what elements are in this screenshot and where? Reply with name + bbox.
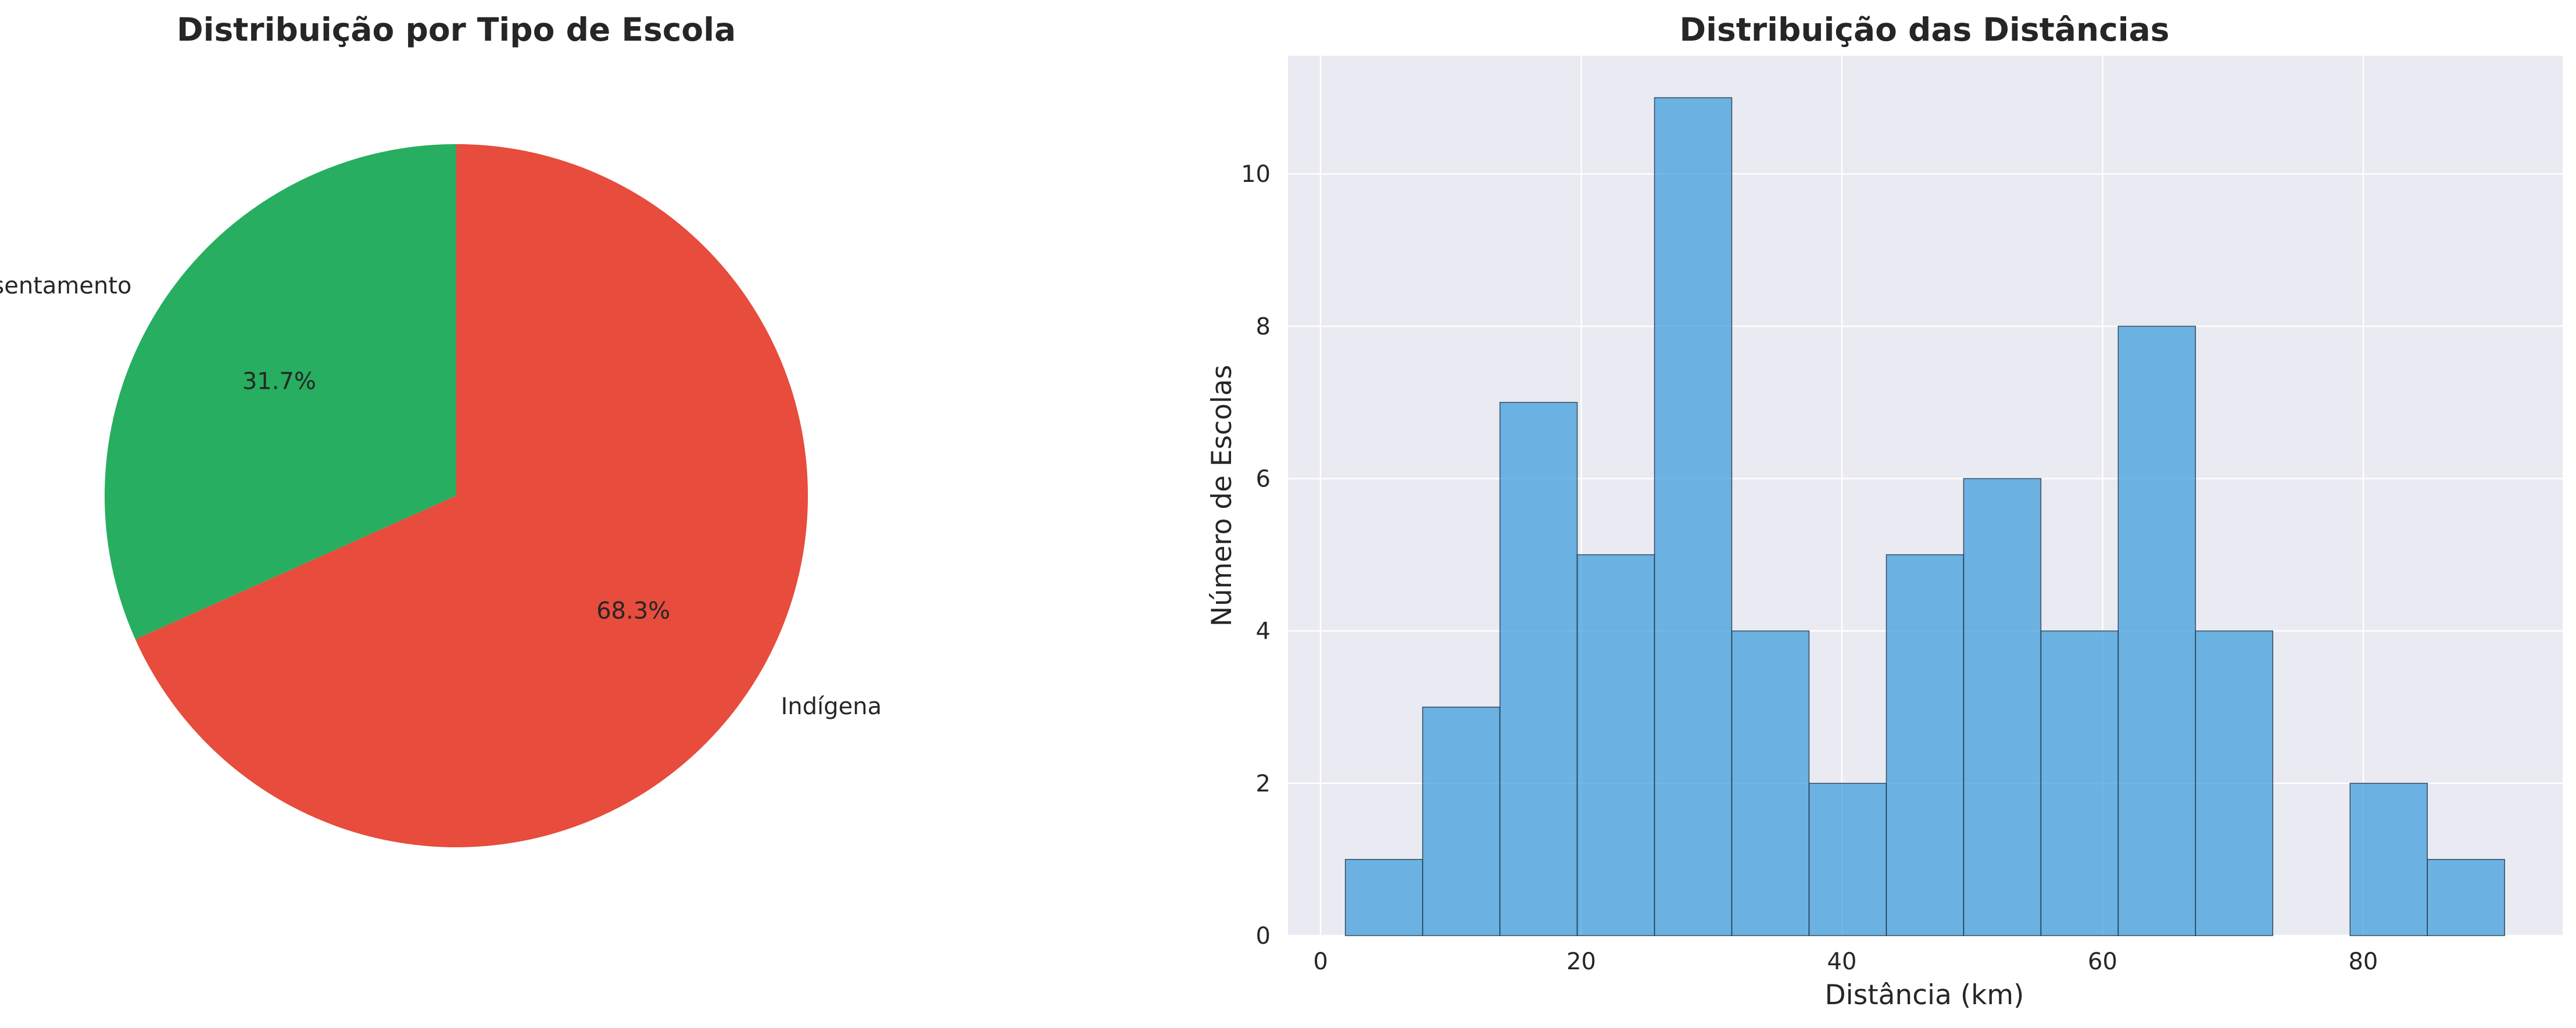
histogram-bar xyxy=(1886,554,1965,936)
histogram-bar xyxy=(1576,554,1655,936)
x-tick-label: 60 xyxy=(2088,948,2117,975)
y-tick-label: 10 xyxy=(1241,161,1271,188)
histogram-bar xyxy=(1808,783,1887,936)
histogram-title: Distribuição das Distâncias xyxy=(1679,11,2169,48)
x-tick-label: 0 xyxy=(1313,948,1328,975)
pie-chart-title: Distribuição por Tipo de Escola xyxy=(177,11,736,48)
x-axis-ticks: 0 20 40 60 80 xyxy=(1313,948,2378,975)
pie-pct-label-quilombola-assentamento: 31.7% xyxy=(242,368,316,395)
pie-slices: 31.7% Quilombola/Assentamento 68.3% Indígen… xyxy=(0,144,882,847)
pie-category-label-quilombola-assentamento: Quilombola/Assentamento xyxy=(0,273,131,299)
histogram-bar xyxy=(1654,97,1733,936)
x-tick-label: 80 xyxy=(2348,948,2378,975)
y-tick-label: 0 xyxy=(1256,923,1271,950)
histogram-bar xyxy=(2349,783,2428,936)
y-tick-label: 2 xyxy=(1256,771,1271,797)
histogram-bar xyxy=(2195,630,2274,936)
y-tick-label: 6 xyxy=(1256,466,1271,493)
pie-category-label-indigena: Indígena xyxy=(781,693,882,720)
histogram-panel: Distribuição das Distâncias 0 20 40 60 80 0 2… xyxy=(1206,11,2563,1011)
x-axis-label: Distância (km) xyxy=(1824,979,2024,1011)
histogram-bar xyxy=(1963,478,2042,936)
y-axis-label: Número de Escolas xyxy=(1206,365,1238,626)
x-tick-label: 40 xyxy=(1827,948,1857,975)
histogram-bar xyxy=(2427,859,2505,936)
pie-slice-quilombola-assentamento xyxy=(104,144,456,640)
histogram-bar xyxy=(1344,859,1423,936)
histogram-bar xyxy=(2117,325,2196,936)
y-tick-label: 4 xyxy=(1256,618,1271,645)
y-axis-ticks: 0 2 4 6 8 10 xyxy=(1241,161,1271,950)
histogram-bars xyxy=(1344,97,2505,936)
y-tick-label: 8 xyxy=(1256,313,1271,340)
pie-slice-indigena xyxy=(135,144,808,847)
histogram-bar xyxy=(1422,707,1501,936)
x-tick-label: 20 xyxy=(1566,948,1596,975)
pie-chart-panel: Distribuição por Tipo de Escola 31.7% Qui… xyxy=(0,11,882,847)
histogram-bar xyxy=(1731,630,1810,936)
pie-pct-label-indigena: 68.3% xyxy=(596,597,670,624)
histogram-bar xyxy=(2040,630,2119,936)
histogram-bar xyxy=(1499,402,1578,936)
